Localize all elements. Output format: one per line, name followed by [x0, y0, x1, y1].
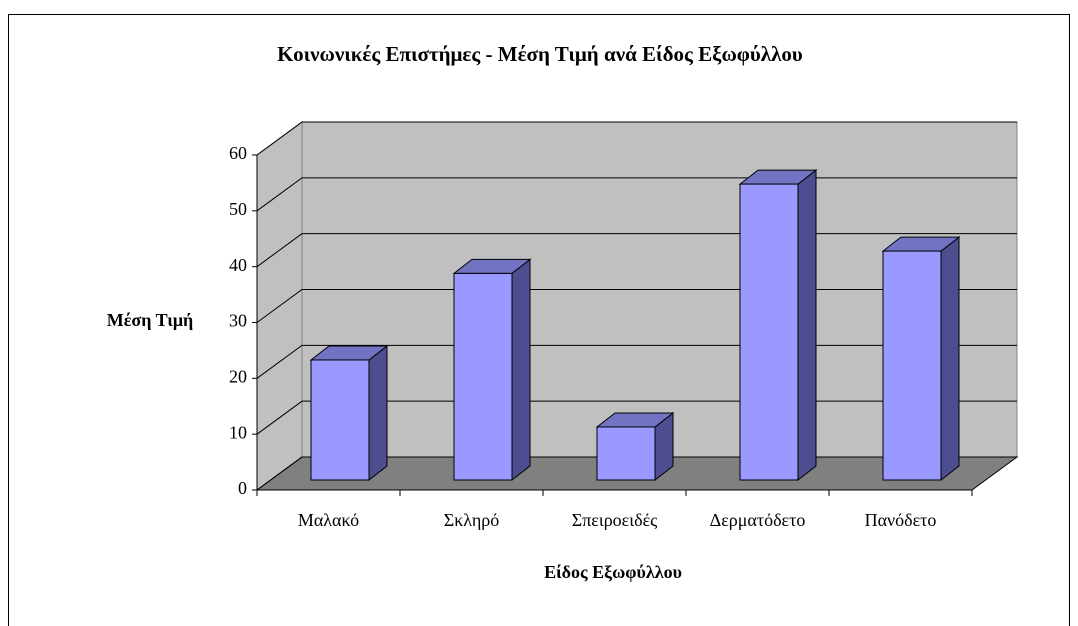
bar-side: [511, 258, 531, 482]
y-tick-label: 0: [238, 478, 247, 498]
y-tick-label: 60: [229, 143, 247, 163]
x-tick-label: Δερματόδετο: [710, 510, 806, 530]
x-axis-title: Είδος Εξωφύλλου: [544, 562, 682, 583]
bar: [739, 183, 799, 481]
y-tick-label: 50: [229, 199, 247, 219]
grid-line: [256, 121, 1017, 156]
bar-side: [368, 344, 388, 482]
x-tick-label: Πανόδετο: [865, 510, 937, 530]
chart-title: Κοινωνικές Επιστήμες - Μέση Τιμή ανά Είδ…: [277, 42, 803, 66]
bar: [882, 250, 942, 481]
y-tick-label: 40: [229, 255, 247, 275]
x-tick-label: Σκληρό: [444, 510, 500, 530]
y-axis-title: Μέση Τιμή: [107, 310, 194, 330]
bar: [596, 426, 656, 481]
bar-side: [940, 236, 960, 482]
y-tick-label: 30: [229, 311, 247, 331]
bar: [310, 359, 370, 481]
bar-side: [797, 169, 817, 482]
x-tick-label: Σπειροειδές: [572, 510, 658, 530]
y-tick-label: 20: [229, 366, 247, 386]
x-tick-label: Μαλακό: [298, 510, 359, 530]
y-tick-label: 10: [229, 422, 247, 442]
bar: [453, 272, 513, 481]
